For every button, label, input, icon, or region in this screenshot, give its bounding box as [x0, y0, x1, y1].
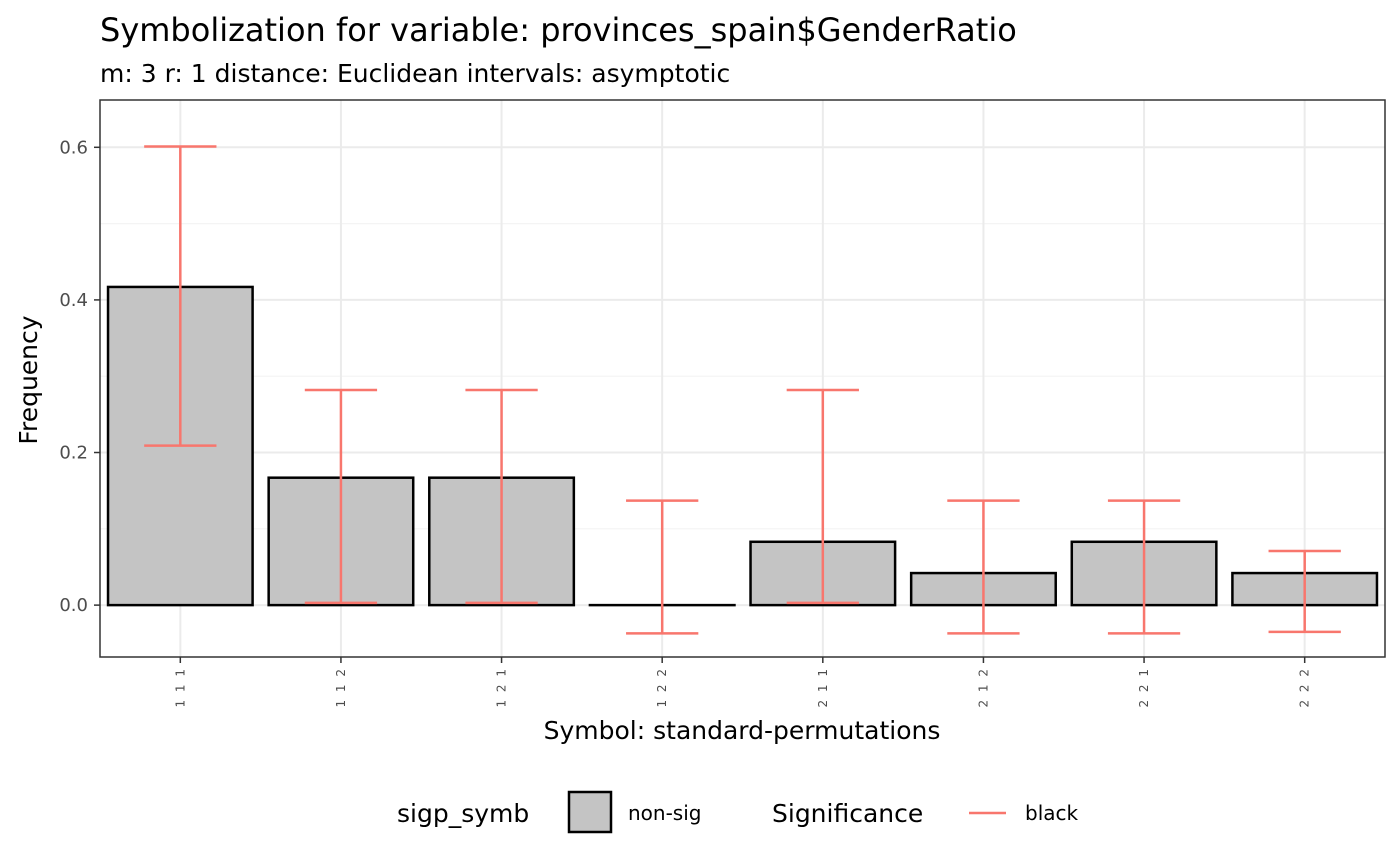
- x-tick-label: 1 1 1: [173, 667, 187, 708]
- error-bar-211: [786, 388, 859, 605]
- y-tick-label: 0.2: [59, 443, 88, 464]
- x-tick-label: 2 2 2: [1298, 667, 1312, 708]
- error-bar-122: [626, 499, 699, 635]
- legend-fill-label: non-sig: [628, 801, 701, 825]
- x-tick-label: 2 2 1: [1137, 667, 1151, 708]
- error-bar-112: [304, 388, 378, 605]
- error-bar-221: [1107, 499, 1181, 635]
- chart-title: Symbolization for variable: provinces_sp…: [100, 11, 1017, 49]
- legend-fill-key: [567, 790, 613, 834]
- x-tick-label: 1 2 1: [495, 667, 509, 708]
- legend: sigp_symb non-sig Significance black: [397, 790, 1079, 834]
- y-tick-label: 0.0: [59, 595, 88, 616]
- x-tick-label: 2 1 1: [816, 667, 830, 708]
- error-bar-121: [465, 388, 538, 605]
- plot-panel: [99, 99, 1386, 658]
- legend-line-label: black: [1025, 801, 1079, 825]
- x-tick-label: 1 1 2: [334, 667, 348, 708]
- error-bar-212: [947, 499, 1020, 635]
- x-tick-label: 1 2 2: [655, 667, 669, 708]
- error-bar-222: [1268, 549, 1341, 634]
- y-tick-label: 0.4: [59, 290, 88, 311]
- y-tick-label: 0.6: [59, 137, 88, 158]
- legend-fill-title: sigp_symb: [397, 799, 529, 828]
- error-bar-111: [144, 145, 217, 447]
- panel-border: [99, 99, 1386, 658]
- y-axis-title: Frequency: [14, 315, 43, 444]
- chart-subtitle: m: 3 r: 1 distance: Euclidean intervals:…: [100, 59, 730, 88]
- x-tick-label: 2 1 2: [976, 667, 990, 708]
- x-axis-title: Symbol: standard-permutations: [544, 716, 941, 745]
- legend-line-title: Significance: [772, 799, 923, 828]
